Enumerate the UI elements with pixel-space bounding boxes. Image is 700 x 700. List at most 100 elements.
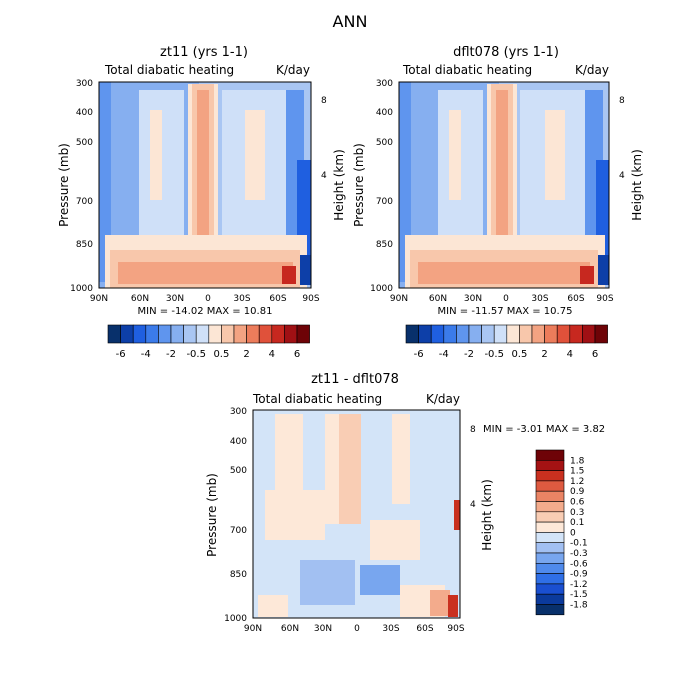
x-tick-label: 0 xyxy=(205,294,211,304)
height-tick-label: 8 xyxy=(470,425,476,435)
colorbar-swatch xyxy=(418,324,432,344)
heatmap-region xyxy=(448,595,458,617)
x-axis: 90N 60N 30N 0 30S 60S 90S xyxy=(244,624,465,634)
colorbar-label: -4 xyxy=(141,349,151,360)
colorbar-label: 0.1 xyxy=(570,518,584,528)
height-tick-label: 8 xyxy=(619,96,625,106)
colorbar-swatch xyxy=(556,324,571,344)
colorbar-swatch xyxy=(531,324,545,344)
colorbar-swatch xyxy=(535,573,565,585)
heatmap-region xyxy=(339,414,361,524)
plot-frame xyxy=(98,81,312,289)
panel-subtitle-right: K/day xyxy=(426,392,460,406)
colorbar-label: 2 xyxy=(541,349,547,360)
y-tick-label: 400 xyxy=(230,437,247,447)
colorbar-swatch xyxy=(544,324,558,344)
heatmap-region xyxy=(118,262,293,284)
heatmap-region xyxy=(197,90,209,280)
colorbar-swatch xyxy=(535,449,565,461)
x-tick-label: 60S xyxy=(567,294,584,304)
heatmap-region xyxy=(545,110,565,200)
colorbar-swatch xyxy=(132,324,147,344)
panel-difference: zt11 - dflt078 Total diabatic heating K/… xyxy=(205,372,605,634)
x-tick-label: 60N xyxy=(281,624,299,634)
panel-subtitle-right: K/day xyxy=(276,63,310,77)
heatmap-region xyxy=(300,255,311,285)
height-tick-label: 4 xyxy=(470,500,476,510)
y-tick-label: 1000 xyxy=(224,614,247,624)
heatmap-region xyxy=(598,255,609,285)
y-axis-label: Pressure (mb) xyxy=(205,473,219,557)
heatmap-region xyxy=(449,110,461,200)
left-axis: 300 400 500 700 850 1000 Pressure (mb) xyxy=(352,79,393,294)
colorbar-swatch xyxy=(535,501,565,513)
colorbar-swatch xyxy=(107,324,121,344)
y-tick-label: 700 xyxy=(230,526,247,536)
colorbar-swatch xyxy=(405,324,419,344)
colorbar-swatch xyxy=(233,324,247,344)
heatmap-region xyxy=(496,90,508,280)
colorbar-swatch xyxy=(582,324,596,344)
colorbar-swatch xyxy=(443,324,457,344)
heatmap-region xyxy=(245,110,265,200)
colorbar-swatch xyxy=(258,324,273,344)
colorbar-label: -0.5 xyxy=(186,349,206,360)
colorbar-swatch xyxy=(183,324,197,344)
min-max-stats: MIN = -3.01 MAX = 3.82 xyxy=(483,424,605,435)
colorbar-swatch xyxy=(535,511,565,523)
right-axis: 8 4 Height (km) xyxy=(470,425,494,551)
x-tick-label: 60N xyxy=(131,294,149,304)
panel-dflt078: dflt078 (yrs 1-1) Total diabatic heating… xyxy=(352,45,644,360)
colorbar-swatch xyxy=(208,324,222,344)
height-tick-label: 4 xyxy=(619,171,625,181)
x-tick-label: 90N xyxy=(390,294,408,304)
min-max-stats: MIN = -14.02 MAX = 10.81 xyxy=(138,306,273,317)
colorbar-label: 0.6 xyxy=(570,498,585,508)
colorbar-label: 1.5 xyxy=(570,467,584,477)
colorbar: 1.81.51.20.90.60.30.10-0.1-0.3-0.6-0.9-1… xyxy=(535,449,588,616)
min-max-stats: MIN = -11.57 MAX = 10.75 xyxy=(438,306,573,317)
x-tick-label: 90S xyxy=(302,294,319,304)
x-tick-label: 60S xyxy=(416,624,433,634)
colorbar-label: -1.8 xyxy=(570,601,588,611)
colorbar-label: 6 xyxy=(592,349,598,360)
panel-title: zt11 - dflt078 xyxy=(311,372,399,387)
heatmap-region xyxy=(282,266,296,284)
x-tick-label: 30N xyxy=(464,294,482,304)
panel-subtitle-right: K/day xyxy=(575,63,609,77)
x-tick-label: 90S xyxy=(447,624,464,634)
colorbar-label: -6 xyxy=(414,349,424,360)
colorbar-label: 0.9 xyxy=(570,487,585,497)
colorbar-swatch xyxy=(535,490,565,502)
colorbar: -6 -4 -2 -0.5 0.5 2 4 6 xyxy=(107,324,310,360)
right-axis-label: Height (km) xyxy=(630,149,644,220)
colorbar-swatch xyxy=(569,324,583,344)
colorbar-label: -4 xyxy=(439,349,449,360)
colorbar-label: 6 xyxy=(294,349,300,360)
colorbar-swatch xyxy=(535,470,565,482)
panel-subtitle-left: Total diabatic heating xyxy=(104,63,234,77)
panel-zt11: zt11 (yrs 1-1) Total diabatic heating K/… xyxy=(57,45,346,360)
colorbar-swatch xyxy=(271,324,285,344)
x-tick-label: 0 xyxy=(354,624,360,634)
heatmap-region xyxy=(150,110,162,200)
x-tick-label: 0 xyxy=(503,294,509,304)
x-tick-label: 30N xyxy=(166,294,184,304)
panel-title: zt11 (yrs 1-1) xyxy=(160,45,248,60)
heatmap-region xyxy=(99,82,111,282)
colorbar-swatch xyxy=(246,324,260,344)
heatmap-region xyxy=(454,500,460,530)
y-tick-label: 850 xyxy=(230,570,247,580)
colorbar-swatch xyxy=(468,324,482,344)
y-tick-label: 500 xyxy=(76,138,93,148)
colorbar-label: 4 xyxy=(567,349,573,360)
colorbar-swatch xyxy=(158,324,172,344)
left-axis: 300 400 500 700 850 1000 Pressure (mb) xyxy=(205,407,247,624)
colorbar-label: 4 xyxy=(269,349,275,360)
x-tick-label: 90S xyxy=(596,294,613,304)
colorbar-label: -2 xyxy=(464,349,474,360)
y-tick-label: 1000 xyxy=(370,284,393,294)
colorbar-label: -0.9 xyxy=(570,570,588,580)
x-tick-label: 60S xyxy=(269,294,286,304)
